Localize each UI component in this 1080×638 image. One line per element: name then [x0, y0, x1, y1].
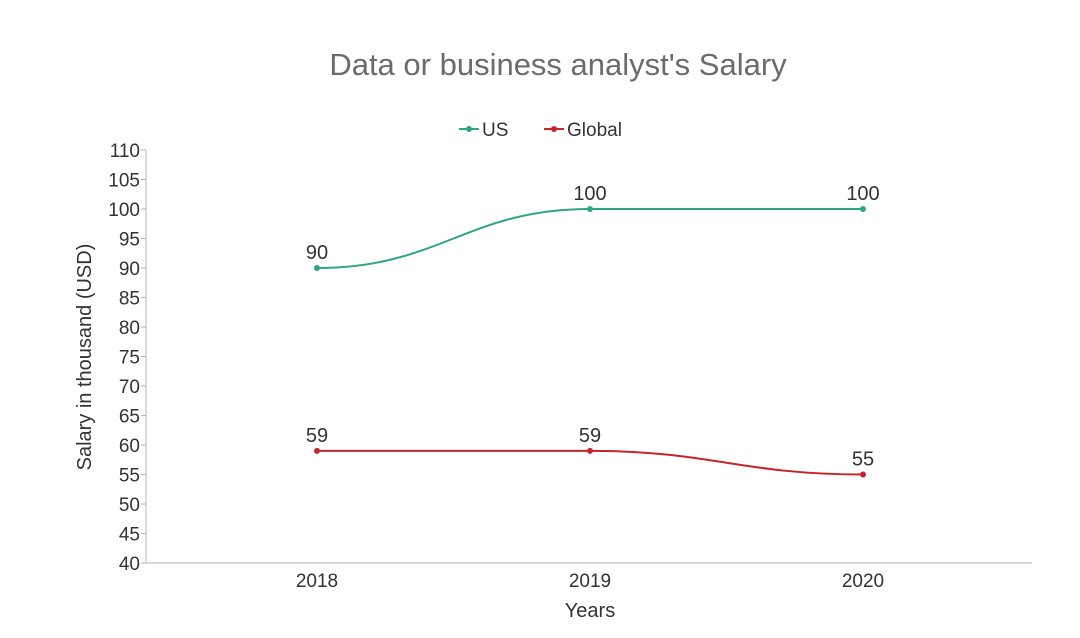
series-line-us	[316, 207, 863, 269]
data-point-global	[860, 471, 866, 478]
data-point-us	[860, 206, 866, 212]
data-point-global	[314, 447, 320, 454]
y-axis-title: Salary in thousand (USD)	[74, 244, 96, 471]
y-tick-label: 40	[119, 554, 140, 575]
y-tick-label: 65	[119, 407, 140, 428]
y-tick-label: 100	[108, 200, 140, 221]
series-line-global	[317, 449, 864, 476]
y-tick-label: 90	[119, 259, 140, 280]
y-tick-label: 55	[119, 466, 140, 487]
data-label-global: 59	[579, 425, 601, 447]
data-label-us: 90	[306, 242, 328, 264]
x-axis-title: Years	[565, 600, 615, 622]
y-axis-ticks: 40 45 50 55 60 65 70 75 80 85 90 95 100 105 110	[108, 141, 146, 575]
x-tick-label: 2020	[842, 571, 884, 592]
x-tick-label: 2018	[296, 571, 338, 592]
legend: US Global	[459, 120, 622, 141]
x-tick-label: 2019	[569, 571, 611, 592]
legend-label-us: US	[482, 120, 508, 141]
y-tick-label: 80	[119, 318, 140, 339]
data-point-global	[587, 447, 593, 454]
legend-marker-us	[466, 126, 472, 132]
legend-marker-global	[551, 126, 557, 132]
series-layer: 90 100 100 59 59 55	[306, 183, 880, 478]
x-axis-ticks: 2018 2019 2020	[296, 571, 884, 592]
data-point-us	[587, 206, 593, 212]
y-tick-label: 75	[119, 348, 140, 369]
data-label-us: 100	[573, 183, 606, 205]
data-label-us: 100	[846, 183, 879, 205]
y-tick-label: 70	[119, 377, 140, 398]
y-tick-label: 85	[119, 289, 140, 310]
y-tick-label: 95	[119, 230, 140, 251]
data-label-global: 59	[306, 425, 328, 447]
chart-title: Data or business analyst's Salary	[329, 47, 787, 82]
data-point-us	[314, 265, 320, 271]
data-label-global: 55	[852, 449, 874, 471]
legend-label-global: Global	[567, 120, 622, 141]
y-tick-label: 105	[108, 171, 140, 192]
y-tick-label: 45	[119, 525, 140, 546]
y-tick-label: 50	[119, 495, 140, 516]
y-tick-label: 60	[119, 436, 140, 457]
y-tick-label: 110	[110, 141, 140, 162]
